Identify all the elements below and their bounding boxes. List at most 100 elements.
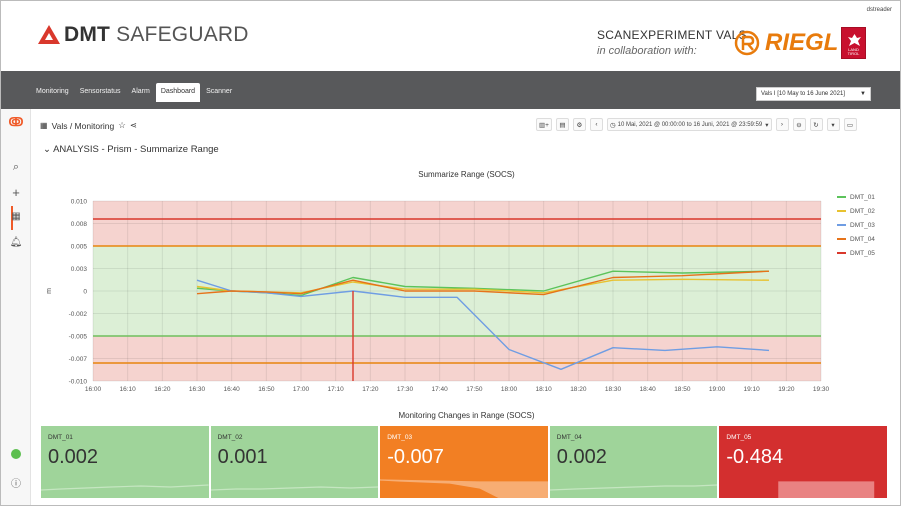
series-line-dmt_03 xyxy=(196,279,770,371)
legend-swatch xyxy=(837,238,846,240)
plus-icon[interactable]: + xyxy=(12,185,20,200)
chart-title: Summarize Range (SOCS) xyxy=(418,170,515,179)
breadcrumb: ▦ Vals / Monitoring ☆ ⋖ xyxy=(40,120,141,131)
x-tick-label: 17:40 xyxy=(432,386,449,393)
add-panel-button[interactable]: ▥+ xyxy=(536,118,552,131)
sparkline-path xyxy=(549,484,718,491)
caret-down-icon: ▼ xyxy=(860,91,866,97)
time-forward-button[interactable]: › xyxy=(775,118,789,131)
logo-text-bold: DMT xyxy=(64,23,111,46)
time-range-text: 10 Mai, 2021 @ 00:00:00 to 16 Juni, 2021… xyxy=(617,121,763,128)
dashboards-icon[interactable]: ▦ xyxy=(11,211,21,222)
stat-sparkline xyxy=(210,486,379,491)
logo-text: DMT SAFEGUARD xyxy=(64,23,249,47)
banner: dstreader DMT SAFEGUARD SCANEXPERIMENT V… xyxy=(1,1,900,71)
stats-row: DMT_01 0.002 DMT_02 0.001 DMT_03 -0.007 DMT_04… xyxy=(41,426,889,498)
y-tick-label: 0.003 xyxy=(71,266,88,273)
x-tick-label: 19:00 xyxy=(709,386,726,393)
legend-label: DMT_04 xyxy=(850,235,875,243)
tv-mode-icon[interactable]: ▭ xyxy=(843,118,857,131)
stats-title: Monitoring Changes in Range (SOCS) xyxy=(398,411,535,420)
tirol-logo: LAND TIROL xyxy=(841,27,866,59)
x-tick-label: 18:40 xyxy=(640,386,657,393)
legend-label: DMT_03 xyxy=(850,221,875,229)
riegl-logo: RIEGL xyxy=(734,29,838,57)
refresh-icon[interactable]: ↻ xyxy=(809,118,823,131)
x-tick-label: 16:00 xyxy=(85,386,102,393)
nav-tab-alarm[interactable]: Alarm xyxy=(131,88,150,95)
sparkline-path xyxy=(380,479,548,498)
logo-text-rest: SAFEGUARD xyxy=(116,23,249,46)
time-range-picker[interactable]: ◷ 10 Mai, 2021 @ 00:00:00 to 16 Juni, 20… xyxy=(606,118,772,131)
stat-name: DMT_03 xyxy=(387,434,413,441)
stat-sparkline xyxy=(778,481,875,498)
stat-panel-dmt_03[interactable]: DMT_03 -0.007 xyxy=(380,426,548,498)
user-label[interactable]: dstreader xyxy=(866,7,892,13)
stat-value: 0.002 xyxy=(556,446,607,468)
save-icon[interactable]: ▤ xyxy=(555,118,569,131)
y-tick-label: 0 xyxy=(83,289,87,296)
x-tick-label: 16:30 xyxy=(189,386,206,393)
sparkline-path xyxy=(210,486,379,491)
refresh-interval-chevron-icon[interactable]: ▾ xyxy=(826,118,840,131)
gear-icon[interactable]: ⚙ xyxy=(572,118,586,131)
scan-title: SCANEXPERIMENT VALS xyxy=(597,28,747,42)
legend-swatch xyxy=(837,224,846,226)
chevron-down-icon: ▾ xyxy=(765,121,769,129)
share-icon[interactable]: ⋖ xyxy=(129,120,137,130)
stat-panel-dmt_04[interactable]: DMT_04 0.002 xyxy=(549,426,718,498)
riegl-logo-icon xyxy=(734,30,760,56)
x-tick-label: 18:10 xyxy=(536,386,553,393)
zoom-out-icon[interactable]: ⊖ xyxy=(792,118,806,131)
grafana-logo-icon[interactable]: ↂ xyxy=(8,115,24,129)
nav-tab-monitoring[interactable]: Monitoring xyxy=(36,88,69,95)
y-axis-label: m xyxy=(46,288,53,294)
nav-tab-sensorstatus[interactable]: Sensorstatus xyxy=(79,88,121,95)
stat-panel-dmt_02[interactable]: DMT_02 0.001 xyxy=(210,426,379,498)
y-tick-label: 0.005 xyxy=(71,244,88,251)
series-line-dmt_04 xyxy=(196,270,770,296)
tirol-text: LAND TIROL xyxy=(847,47,860,56)
legend-item[interactable]: DMT_03 xyxy=(837,218,875,232)
row-title[interactable]: ⌄ ANALYSIS - Prism - Summarize Range xyxy=(43,144,219,155)
toolbar-actions: ▥+ ▤ ⚙ ‹ ◷ 10 Mai, 2021 @ 00:00:00 to 16… xyxy=(536,118,861,131)
stat-name: DMT_01 xyxy=(48,434,73,441)
legend-item[interactable]: DMT_04 xyxy=(837,232,875,246)
y-tick-label: 0.008 xyxy=(71,221,88,228)
scan-block: SCANEXPERIMENT VALS in collaboration wit… xyxy=(597,28,747,57)
legend-label: DMT_02 xyxy=(850,207,875,215)
search-icon[interactable]: ⌕ xyxy=(12,161,20,173)
y-tick-label: -0.002 xyxy=(69,311,88,318)
stat-name: DMT_05 xyxy=(726,434,752,441)
legend-item[interactable]: DMT_05 xyxy=(837,246,875,260)
time-back-button[interactable]: ‹ xyxy=(589,118,603,131)
clock-icon: ◷ xyxy=(609,121,616,129)
stat-sparkline xyxy=(549,484,718,491)
dashboards-icon: ▦ xyxy=(40,121,48,130)
help-icon[interactable]: ⓘ xyxy=(11,479,21,490)
x-tick-label: 19:20 xyxy=(778,386,795,393)
y-tick-label: -0.005 xyxy=(69,334,88,341)
dmt-logo: DMT SAFEGUARD xyxy=(37,23,249,47)
nav-tab-dashboard[interactable]: Dashboard xyxy=(155,83,201,102)
row-title-text: ANALYSIS - Prism - Summarize Range xyxy=(53,144,219,155)
legend-swatch xyxy=(837,252,846,254)
nav-tab-scanner[interactable]: Scanner xyxy=(206,88,233,95)
legend-item[interactable]: DMT_02 xyxy=(837,204,875,218)
eagle-icon xyxy=(848,34,861,46)
user-avatar[interactable] xyxy=(1,449,31,459)
stat-panel-dmt_01[interactable]: DMT_01 0.002 xyxy=(41,426,209,498)
stat-sparkline xyxy=(41,484,209,491)
date-range-select[interactable]: Vals I [10 May to 16 June 2021] ▼ xyxy=(756,87,871,101)
x-tick-label: 16:20 xyxy=(154,386,171,393)
stat-panel-dmt_05[interactable]: DMT_05 -0.484 xyxy=(719,426,887,498)
collapse-chevron-icon: ⌄ xyxy=(43,144,51,155)
star-icon[interactable]: ☆ xyxy=(118,120,126,130)
breadcrumb-text[interactable]: Vals / Monitoring xyxy=(51,120,115,131)
bell-icon[interactable]: 🔔︎ xyxy=(9,237,23,248)
legend-label: DMT_01 xyxy=(850,193,875,201)
y-tick-label: -0.007 xyxy=(69,356,88,363)
x-tick-label: 16:40 xyxy=(224,386,241,393)
legend-item[interactable]: DMT_01 xyxy=(837,190,875,204)
stat-value: -0.484 xyxy=(726,446,784,468)
